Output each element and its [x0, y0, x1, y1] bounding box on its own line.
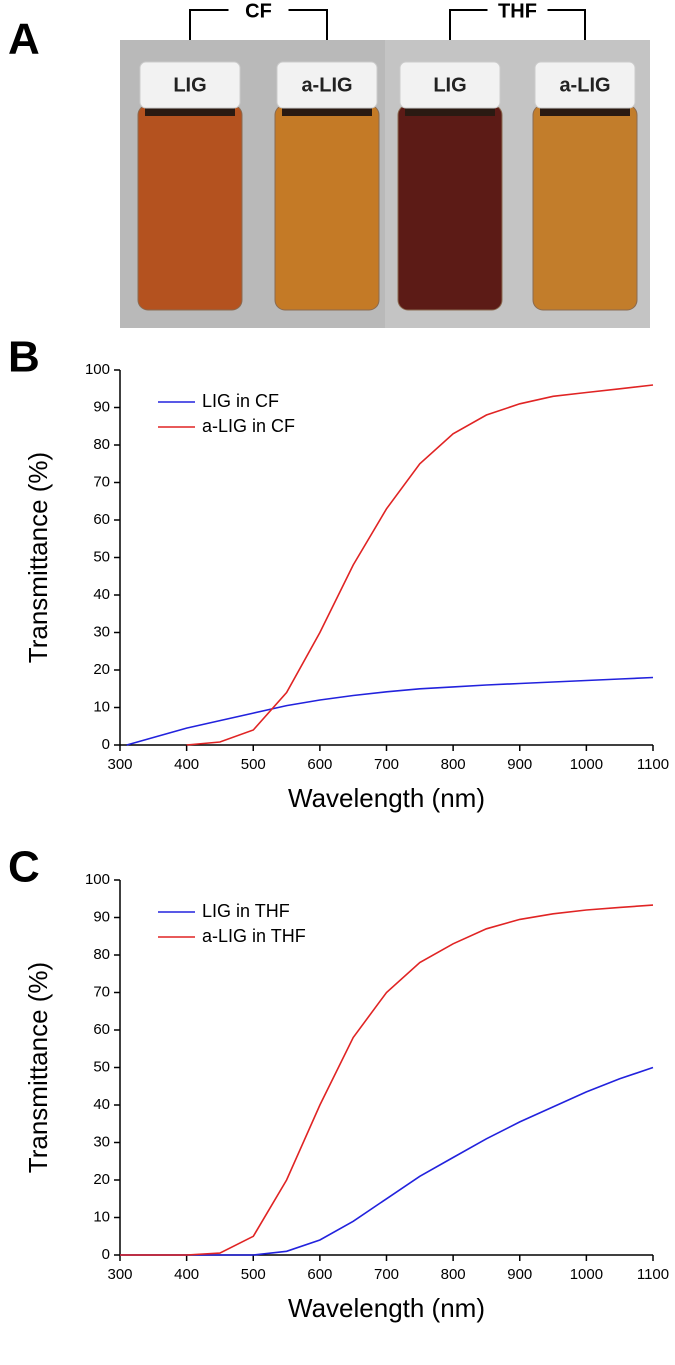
y-tick-label: 40	[93, 586, 110, 603]
panel-label: B	[8, 333, 40, 382]
x-tick-label: 1100	[637, 756, 669, 773]
vial	[532, 104, 638, 311]
legend-label: a-LIG in THF	[202, 926, 306, 946]
x-tick-label: 600	[307, 1266, 332, 1283]
y-tick-label: 100	[85, 871, 110, 888]
y-axis-title: Transmittance (%)	[23, 452, 53, 663]
y-tick-label: 40	[93, 1096, 110, 1113]
x-tick-label: 600	[307, 756, 332, 773]
x-tick-label: 700	[374, 1266, 399, 1283]
legend-label: a-LIG in CF	[202, 416, 295, 436]
x-tick-label: 500	[241, 1266, 266, 1283]
x-axis-title: Wavelength (nm)	[288, 783, 485, 813]
group-label: CF	[245, 0, 272, 22]
x-tick-label: 1000	[570, 756, 603, 773]
vial-label: LIG	[173, 74, 206, 96]
x-tick-label: 900	[507, 756, 532, 773]
y-tick-label: 50	[93, 548, 110, 565]
y-tick-label: 90	[93, 398, 110, 415]
vial	[397, 104, 503, 311]
y-tick-label: 100	[85, 361, 110, 378]
panel-label: A	[8, 15, 40, 64]
y-tick-label: 10	[93, 698, 110, 715]
x-tick-label: 800	[441, 756, 466, 773]
x-tick-label: 1000	[570, 1266, 603, 1283]
y-tick-label: 20	[93, 661, 110, 678]
x-tick-label: 300	[107, 756, 132, 773]
panel-label: C	[8, 843, 40, 892]
y-tick-label: 80	[93, 436, 110, 453]
y-tick-label: 60	[93, 1021, 110, 1038]
y-tick-label: 20	[93, 1171, 110, 1188]
x-tick-label: 500	[241, 756, 266, 773]
y-tick-label: 80	[93, 946, 110, 963]
bracket	[449, 9, 586, 40]
legend-label: LIG in THF	[202, 901, 290, 921]
y-tick-label: 30	[93, 623, 110, 640]
y-axis-title: Transmittance (%)	[23, 962, 53, 1173]
vial	[274, 104, 380, 311]
x-tick-label: 900	[507, 1266, 532, 1283]
bracket	[189, 9, 328, 40]
vial-cap	[276, 61, 378, 109]
vial	[137, 104, 243, 311]
x-tick-label: 400	[174, 756, 199, 773]
x-tick-label: 1100	[637, 1266, 669, 1283]
y-tick-label: 0	[102, 1246, 110, 1263]
series-line	[120, 904, 654, 1256]
series-line	[186, 384, 654, 746]
y-tick-label: 30	[93, 1133, 110, 1150]
x-tick-label: 400	[174, 1266, 199, 1283]
vial-cap	[399, 61, 501, 109]
series-line	[126, 676, 654, 746]
x-tick-label: 700	[374, 756, 399, 773]
vial-label: a-LIG	[559, 74, 610, 96]
y-tick-label: 70	[93, 473, 110, 490]
vial-cap	[534, 61, 636, 109]
y-tick-label: 50	[93, 1058, 110, 1075]
y-tick-label: 0	[102, 736, 110, 753]
x-tick-label: 800	[441, 1266, 466, 1283]
series-line	[120, 1066, 654, 1256]
vial-cap	[139, 61, 241, 109]
legend-label: LIG in CF	[202, 391, 279, 411]
y-tick-label: 60	[93, 511, 110, 528]
vial-label: a-LIG	[301, 74, 352, 96]
x-axis-title: Wavelength (nm)	[288, 1293, 485, 1323]
y-tick-label: 90	[93, 908, 110, 925]
y-tick-label: 70	[93, 983, 110, 1000]
y-tick-label: 10	[93, 1208, 110, 1225]
x-tick-label: 300	[107, 1266, 132, 1283]
group-label: THF	[498, 0, 537, 22]
vial-label: LIG	[433, 74, 466, 96]
